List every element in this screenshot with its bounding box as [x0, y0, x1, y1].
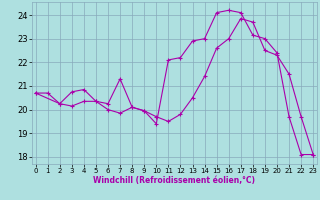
X-axis label: Windchill (Refroidissement éolien,°C): Windchill (Refroidissement éolien,°C) [93, 176, 255, 185]
